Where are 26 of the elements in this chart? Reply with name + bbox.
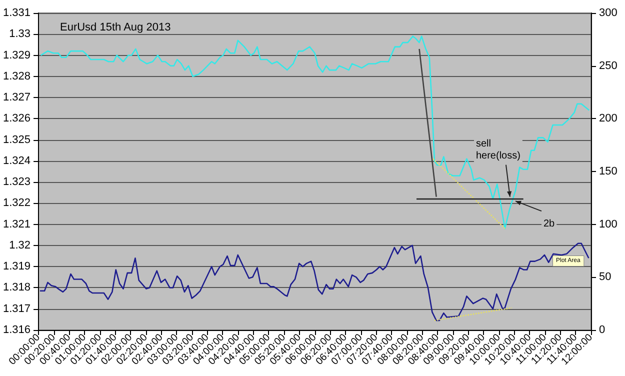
y-tick-label: 1.329 — [2, 49, 31, 62]
y-tick-label: 1.32 — [9, 239, 31, 252]
y-tick-label: 1.319 — [2, 260, 31, 273]
y-tick-label: 1.326 — [2, 112, 31, 125]
y-tick-label: 1.325 — [2, 134, 31, 146]
y-tick-label: 1.323 — [2, 176, 31, 188]
y-tick-label: 1.331 — [2, 7, 31, 19]
y-tick-label: 1.324 — [2, 154, 31, 167]
y2-tick-label: 150 — [599, 166, 618, 178]
y2-tick-label: 100 — [599, 218, 618, 230]
y2-tick-label: 0 — [599, 324, 606, 336]
y-tick-label: 1.317 — [2, 302, 31, 315]
text: EurUsd 15th Aug 2013 — [60, 22, 171, 34]
y-tick-label: 1.321 — [2, 218, 31, 230]
y2-tick-label: 300 — [599, 7, 618, 19]
y2-tick-label: 250 — [599, 60, 618, 72]
annotation: 2b — [543, 218, 556, 230]
y-tick-label: 1.33 — [9, 28, 31, 40]
y-tick-label: 1.318 — [2, 282, 31, 294]
y-tick-label: 1.316 — [2, 324, 31, 336]
y2-tick-label: 50 — [599, 271, 612, 284]
annotation: sell here(loss) — [476, 138, 520, 162]
y-tick-label: 1.322 — [2, 197, 31, 210]
y2-tick-label: 200 — [599, 112, 618, 125]
y-tick-label: 1.327 — [2, 92, 31, 104]
y-tick-label: 1.328 — [2, 70, 31, 82]
